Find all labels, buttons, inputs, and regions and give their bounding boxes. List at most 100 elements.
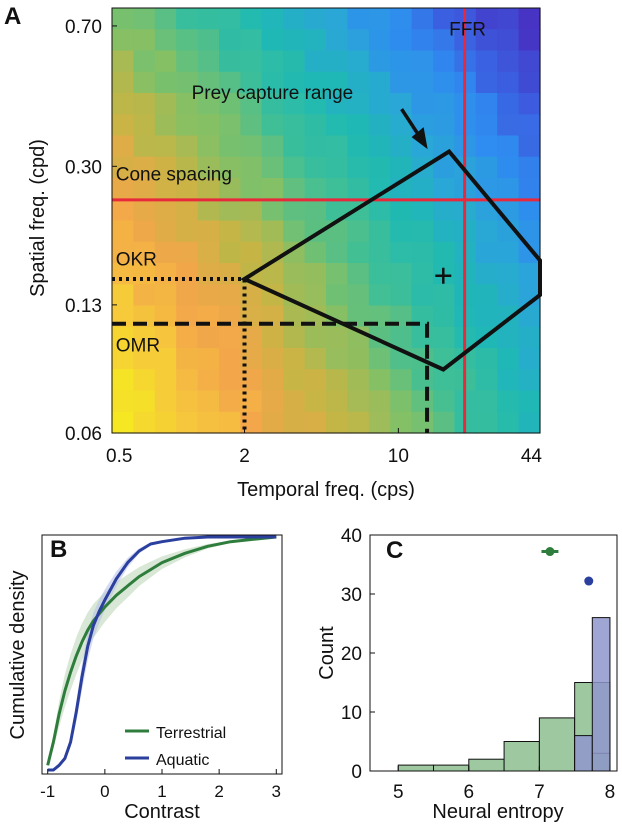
heatmap-cell	[154, 411, 177, 434]
panel-a: A FFR Prey capture range Cone spacing OKR OM…	[4, 3, 542, 501]
heatmap-cell	[475, 50, 498, 73]
heatmap-cell	[433, 411, 455, 434]
aquatic-mean-marker	[584, 576, 594, 586]
heatmap-cell	[411, 220, 434, 243]
heatmap-cell	[219, 199, 241, 222]
heatmap-cell	[433, 326, 455, 349]
heatmap-cell	[283, 348, 306, 370]
heatmap-cell	[112, 199, 134, 222]
terrestrial-histogram-bar	[433, 764, 470, 772]
heatmap-cell	[304, 29, 327, 52]
heatmap-cell	[133, 326, 156, 349]
panel-c: C 5 6 7 8 0 10 20 30 40 Neural entropy Count	[316, 526, 618, 823]
heatmap-cell	[176, 241, 199, 264]
heatmap-cell	[326, 178, 348, 200]
heatmap-cell	[518, 8, 541, 30]
heatmap-cell	[240, 29, 263, 52]
heatmap-cell	[326, 348, 348, 370]
heatmap-cell	[304, 8, 327, 30]
heatmap-cell	[411, 71, 434, 94]
heatmap-cell	[261, 199, 284, 222]
heatmap-cell	[326, 29, 348, 52]
heatmap-cell	[475, 305, 498, 328]
heatmap-cell	[112, 241, 134, 264]
heatmap-cell	[411, 8, 434, 30]
heatmap-cell	[283, 263, 306, 285]
heatmap-cell	[497, 29, 520, 52]
heatmap-cell	[475, 390, 498, 413]
heatmap-cell	[390, 263, 413, 285]
aquatic-histogram-bar	[574, 735, 593, 772]
heatmap-cell	[304, 263, 327, 285]
heatmap-cell	[326, 156, 348, 179]
heatmap-cell	[176, 71, 199, 94]
heatmap-cell	[347, 411, 370, 434]
x-tick-label: 8	[605, 782, 616, 803]
y-tick-label: 40	[341, 526, 362, 547]
prey-capture-arrowhead	[411, 127, 428, 150]
heatmap-cell	[475, 178, 498, 200]
heatmap-cell	[497, 348, 520, 370]
heatmap-cell	[197, 348, 220, 370]
heatmap-cell	[390, 199, 413, 222]
heatmap-cell	[240, 8, 263, 30]
heatmap-cell	[347, 71, 370, 94]
heatmap-cell	[133, 50, 156, 73]
heatmap-cell	[219, 326, 241, 349]
heatmap-cell	[283, 369, 306, 392]
heatmap-cell	[390, 220, 413, 243]
heatmap-cell	[368, 241, 391, 264]
heatmap-cell	[176, 411, 199, 434]
heatmap-cell	[475, 348, 498, 370]
x-tick-label: 6	[464, 782, 475, 803]
heatmap-cell	[197, 114, 220, 137]
heatmap-cell	[475, 411, 498, 434]
heatmap-cell	[411, 411, 434, 434]
omr-boundary	[112, 321, 430, 433]
heatmap-cell	[411, 390, 434, 413]
heatmap-cell	[433, 305, 455, 328]
heatmap-cell	[133, 114, 156, 137]
heatmap-cell	[197, 50, 220, 73]
x-tick-label: 3	[272, 782, 281, 801]
heatmap-cell	[197, 241, 220, 264]
heatmap-cell	[154, 199, 177, 222]
heatmap-cell	[219, 390, 241, 413]
heatmap-cell	[518, 114, 541, 137]
heatmap-cell	[390, 71, 413, 94]
heatmap-cell	[475, 93, 498, 115]
heatmap-cell	[176, 156, 199, 179]
heatmap-cell	[133, 93, 156, 115]
heatmap-cell	[433, 199, 455, 222]
heatmap-cell	[304, 199, 327, 222]
heatmap-cell	[176, 8, 199, 30]
heatmap-cell	[518, 93, 541, 115]
heatmap-cell	[326, 326, 348, 349]
heatmap-cell	[240, 135, 263, 158]
heatmap-cell	[326, 8, 348, 30]
heatmap-cell	[304, 50, 327, 73]
heatmap-cell	[219, 114, 241, 137]
heatmap-cell	[433, 8, 455, 30]
heatmap-cell	[497, 369, 520, 392]
heatmap-cell	[197, 411, 220, 434]
heatmap-cell	[326, 114, 348, 137]
x-tick-label: 0.5	[106, 446, 132, 467]
heatmap-cell	[411, 93, 434, 115]
heatmap-cell	[304, 369, 327, 392]
panel-b-ticks: -1 0 1 2 3	[40, 769, 281, 801]
panel-c-letter: C	[386, 537, 403, 564]
heatmap-cell	[133, 135, 156, 158]
heatmap-cell	[433, 29, 455, 52]
heatmap-cell	[411, 50, 434, 73]
heatmap-cell	[133, 29, 156, 52]
heatmap-cell	[497, 390, 520, 413]
prey-capture-label: Prey capture range	[192, 83, 354, 104]
heatmap-cell	[326, 220, 348, 243]
heatmap-cell	[197, 263, 220, 285]
heatmap-cell	[261, 156, 284, 179]
heatmap-cell	[283, 71, 306, 94]
heatmap-cell	[497, 156, 520, 179]
x-tick-label: 10	[388, 446, 409, 467]
